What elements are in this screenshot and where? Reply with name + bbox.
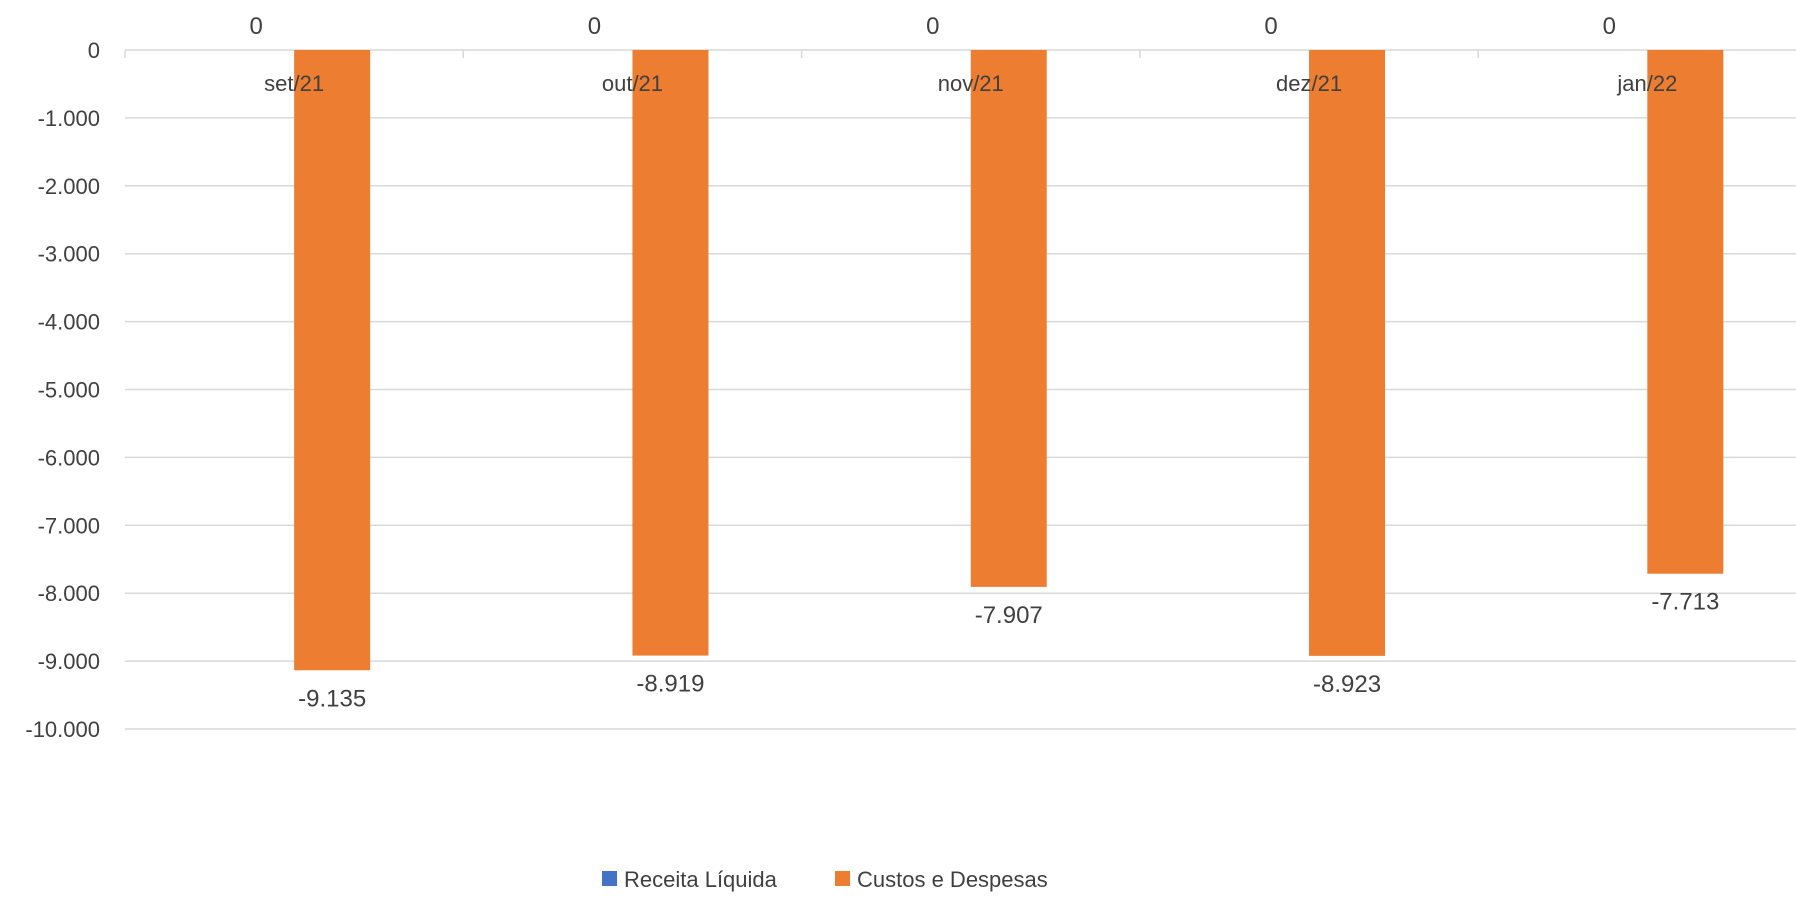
y-tick-label: -8.000 xyxy=(38,581,100,606)
y-tick-label: 0 xyxy=(88,38,100,63)
x-category-label: out/21 xyxy=(602,71,663,96)
legend-item-receita-liquida: Receita Líquida xyxy=(602,867,778,892)
y-tick-label: -3.000 xyxy=(38,242,100,267)
y-tick-label: -6.000 xyxy=(38,445,100,470)
y-tick-label: -10.000 xyxy=(25,717,100,742)
bar-custos-e-despesas xyxy=(294,50,371,671)
legend-item-custos-e-despesas: Custos e Despesas xyxy=(835,867,1048,892)
gridlines xyxy=(124,49,1796,730)
bar-custos-e-despesas xyxy=(1647,50,1724,574)
x-category-label: jan/22 xyxy=(1616,71,1677,96)
bar-custos-e-despesas xyxy=(970,50,1047,587)
legend-swatch xyxy=(602,871,617,886)
y-tick-label: -1.000 xyxy=(38,106,100,131)
x-axis-categories: set/21 out/21 nov/21 dez/21 jan/22 xyxy=(264,71,1677,96)
data-label-custos-e-despesas: -7.713 xyxy=(1651,589,1719,616)
legend: Receita Líquida Custos e Despesas xyxy=(602,867,1048,892)
data-label-custos-e-despesas: -9.135 xyxy=(298,685,366,712)
legend-label: Receita Líquida xyxy=(624,867,778,892)
legend-swatch xyxy=(835,871,850,886)
y-tick-label: -9.000 xyxy=(38,649,100,674)
data-label-receita-liquida: 0 xyxy=(588,13,601,40)
data-label-receita-liquida: 0 xyxy=(249,13,262,40)
x-category-label: set/21 xyxy=(264,71,324,96)
y-axis: 0 -1.000 -2.000 -3.000 -4.000 -5.000 -6.000 -7.… xyxy=(25,38,100,742)
bars xyxy=(294,50,1724,671)
y-tick-label: -2.000 xyxy=(38,174,100,199)
data-label-receita-liquida: 0 xyxy=(1603,13,1616,40)
bar-custos-e-despesas xyxy=(632,50,709,656)
data-label-custos-e-despesas: -8.919 xyxy=(636,671,704,698)
y-tick-label: -5.000 xyxy=(38,378,100,403)
bar-custos-e-despesas xyxy=(1309,50,1386,656)
y-tick-label: -4.000 xyxy=(38,310,100,335)
data-label-receita-liquida: 0 xyxy=(926,13,939,40)
data-label-custos-e-despesas: -8.923 xyxy=(1313,671,1381,698)
x-category-label: dez/21 xyxy=(1276,71,1342,96)
y-tick-label: -7.000 xyxy=(38,513,100,538)
x-category-label: nov/21 xyxy=(938,71,1004,96)
data-labels: 0 -9.135 0 -8.919 0 -7.907 0 -8.923 0 -7.713 xyxy=(249,13,1719,712)
legend-label: Custos e Despesas xyxy=(857,867,1048,892)
data-label-custos-e-despesas: -7.907 xyxy=(975,602,1043,629)
data-label-receita-liquida: 0 xyxy=(1264,13,1277,40)
